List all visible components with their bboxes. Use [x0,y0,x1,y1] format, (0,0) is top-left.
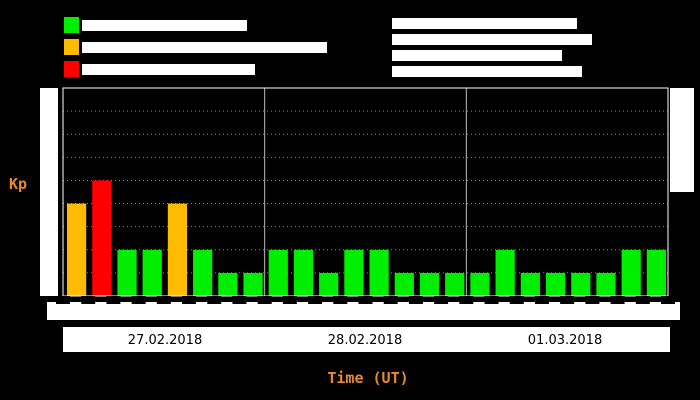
x-axis-title: Time (UT) [327,369,408,387]
kp-bar [571,272,591,296]
x-tick-gap [610,296,625,304]
info-text-2 [392,34,592,45]
kp-bar [545,272,566,296]
kp-bar [92,180,112,296]
kp-bar [293,249,314,296]
x-tick-gap [383,296,398,304]
legend-swatch-storm [64,61,79,77]
x-tick-gap [207,296,222,304]
x-tick-gap [509,296,524,304]
x-tick-gap [282,296,297,304]
kp-bar [596,272,616,296]
x-tick-gap [131,296,146,304]
x-tick-gap [257,296,272,304]
info-text-4 [392,66,582,77]
x-tick-gap [106,296,121,304]
x-tick-gap [459,296,474,304]
x-tick-gap [232,296,247,304]
legend-swatch-active [64,39,79,55]
kp-bar [445,272,465,296]
kp-bar [218,272,238,296]
y-tick-labels-left [40,88,58,296]
date-band [63,327,670,352]
kp-bar [621,249,641,296]
x-tick-gap [661,296,675,304]
legend-text-storm [82,64,255,75]
y-axis-title: Kp [9,175,27,193]
kp-bar [369,249,389,296]
x-tick-gap [408,296,423,304]
kp-bar [193,249,213,296]
kp-bar [495,249,515,296]
kp-bar [470,272,490,296]
x-tick-gap [182,296,197,304]
x-tick-gap [534,296,549,304]
x-tick-gap [56,296,70,304]
legend-text-active [82,42,327,53]
date-label-1: 27.02.2018 [128,333,202,348]
x-tick-gap [560,296,575,304]
kp-bar [268,249,288,296]
x-tick-gap [81,296,96,304]
x-tick-gap [434,296,449,304]
info-text-1 [392,18,577,29]
x-tick-band [47,302,680,320]
info-text-3 [392,50,562,61]
x-tick-gap [635,296,650,304]
legend-swatch-quiet [64,17,79,33]
x-tick-gap [156,296,171,304]
date-label-3: 01.03.2018 [528,333,602,348]
x-tick-gap [308,296,323,304]
x-tick-gap [333,296,348,304]
plot-area [63,88,668,296]
x-hour-ticks [56,296,675,304]
legend-text-quiet [82,20,247,31]
kp-bar [394,272,414,296]
x-tick-gap [585,296,600,304]
kp-bar [520,272,540,296]
kp-bar [344,249,364,296]
kp-bar [646,249,666,296]
y-tick-labels-right [670,88,694,192]
kp-bar [167,203,188,296]
kp-bar [67,203,87,296]
date-label-2: 28.02.2018 [328,333,402,348]
x-tick-gap [358,296,373,304]
kp-bar [142,249,162,296]
kp-bar [117,249,137,296]
x-tick-gap [484,296,499,304]
kp-bar [243,272,263,296]
kp-bar [319,272,339,296]
kp-bar [419,272,440,296]
